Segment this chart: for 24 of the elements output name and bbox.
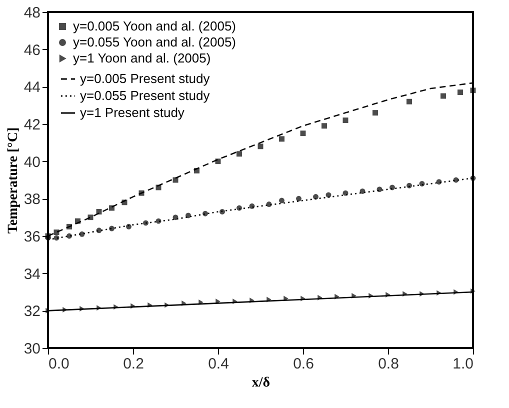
x-tick-label: 0.0 [48, 356, 70, 372]
x-tick-label: 0.2 [123, 356, 144, 372]
y-tick-label: 38 [24, 191, 40, 208]
legend-label: y=0.055 Yoon and al. (2005) [73, 34, 236, 50]
y-tick-label: 46 [24, 42, 40, 59]
x-axis-title: x/δ [252, 376, 270, 390]
legend-label: y=1 Present study [80, 105, 185, 120]
legend-label: y=0.055 Present study [80, 88, 210, 103]
y-tick-label: 30 [24, 340, 40, 358]
x-tick-label: 0.8 [378, 356, 399, 372]
y-tick-label: 32 [24, 303, 40, 320]
x-tick-label: 0.6 [293, 356, 314, 372]
y-tick-label: 48 [24, 4, 40, 22]
legend-label: y=0.005 Present study [80, 71, 210, 86]
y-axis-title: Temperature [°C] [6, 127, 21, 234]
y-tick-label: 40 [24, 154, 40, 171]
y-tick-label: 36 [24, 228, 40, 246]
x-tick-label: 1.0 [452, 356, 474, 372]
x-tick-label: 0.4 [208, 356, 229, 372]
y-tick-label: 34 [24, 266, 40, 283]
y-tick-label: 42 [24, 116, 40, 134]
legend-label: y=0.005 Yoon and al. (2005) [73, 18, 236, 34]
legend-label: y=1 Yoon and al. (2005) [73, 50, 211, 66]
y-tick-label: 44 [24, 79, 40, 96]
